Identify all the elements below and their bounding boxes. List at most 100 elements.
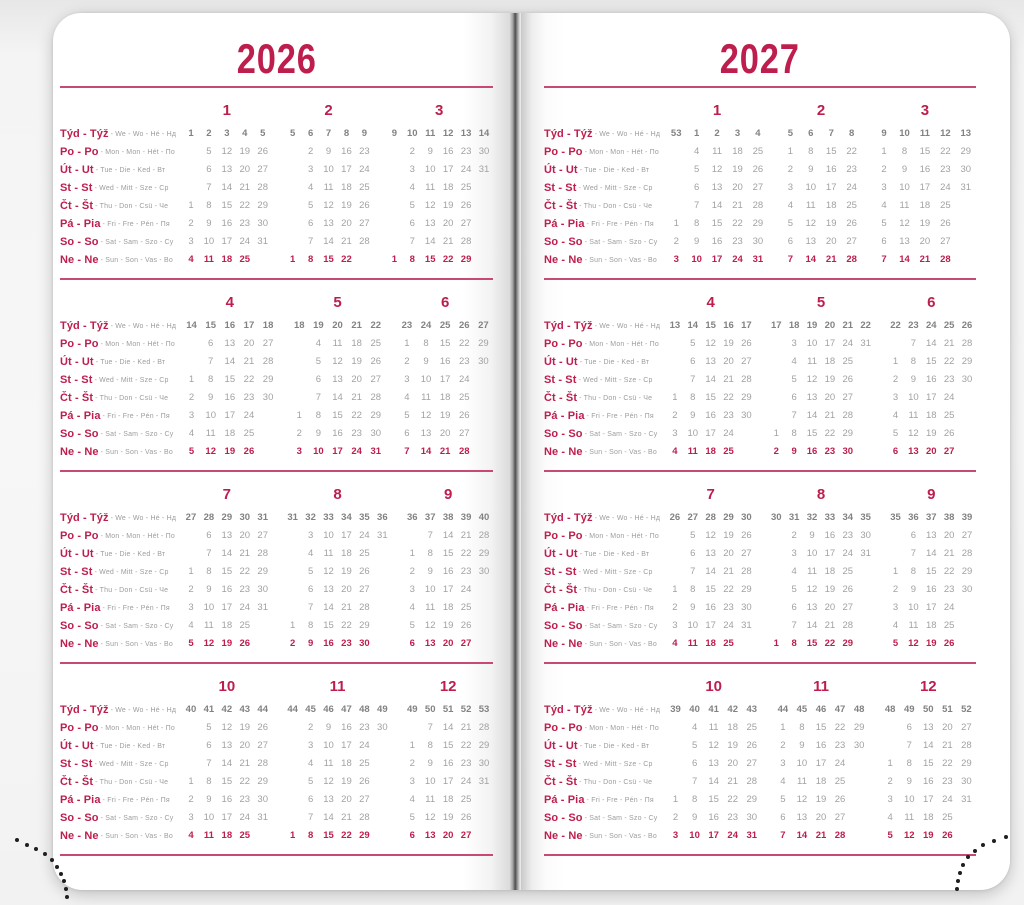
day-cell: 11 [323,548,334,559]
day-cell: 5 [691,740,698,751]
week-number-cell: 11 [919,128,930,139]
day: 2 9 16 23 30 [887,581,976,599]
day-cell: 28 [257,548,268,559]
day-cell: 6 [780,812,786,823]
day-cell: 9 [690,410,696,421]
day-cell: 16 [705,602,716,613]
day-cell: 20 [341,794,352,805]
day-cell: 13 [926,530,937,541]
day-cell: 10 [424,164,436,175]
sunday-cell: 3 [672,830,679,841]
day-cell: 27 [359,218,370,229]
day: 4 11 18 25 [887,407,976,425]
day-label-main: Pá - Pia [60,794,101,806]
day-cell: 15 [221,200,233,211]
day-cell: 14 [323,812,334,823]
week-number: 17 18 19 20 21 22 [767,317,874,335]
day-cell: 7 [307,812,314,823]
week-number-cell: 37 [424,512,436,523]
day: 7 14 21 28 [284,599,392,617]
day-cell: 21 [460,722,472,733]
day-row-label: Ne - Ne - Sun - Son - Vas - Во [544,827,666,845]
week-row-label: Týd - Týž - We - Wo - Hé - Нд [544,509,666,527]
day-cell: 12 [796,794,808,805]
stitch-dot [25,843,29,847]
day-cell: 23 [359,722,370,733]
day-cell: 25 [359,758,370,769]
label-spacer [544,101,666,125]
day-cell: 18 [439,392,451,403]
day-label-translations: - Fri - Fre - Pén - Пя [102,220,170,228]
week-number-cell: 15 [205,320,216,331]
sunday-cell: 11 [203,830,214,841]
day-label-main: Týd - Týž [60,704,109,716]
day: 1 8 15 22 29 [666,215,768,233]
day-cell: 26 [741,530,752,541]
sunday: 4 11 18 25 [666,635,755,653]
week-number-cell: 41 [203,704,215,715]
day-cell: 18 [926,620,937,631]
day-cell: 7 [910,548,917,559]
month-block: 5 17 18 19 20 21 22 3 10 17 24 31 4 11 18 25 5 12 19 26 6 13 2… [767,293,874,461]
week-number: 44 45 46 47 48 49 [284,701,392,719]
day-cell: 16 [341,146,352,157]
day-cell: 20 [727,758,738,769]
day-cell: 26 [460,620,472,631]
day: 6 13 20 27 [182,161,272,179]
day-label-main: Ne - Ne [544,446,583,458]
month-block: 12 49 50 51 52 53 7 14 21 28 1 8 15 22 29 2 9 16 23 30 3 10 17… [403,677,493,845]
day-cell: 3 [409,584,415,595]
sunday-cell: 26 [943,638,955,649]
months-row: 1 1 2 3 4 5 5 12 19 26 6 13 20 27 7 14 21 28 1 8 15 22 29 2 9 16 2… [182,101,493,269]
day-cell: 13 [806,392,818,403]
day-label-translations: - Wed - Mitt - Sze - Ср [578,760,653,768]
day-cell: 6 [206,740,212,751]
day: 4 11 18 25 [666,143,768,161]
sunday-cell: 15 [323,254,334,265]
day: 2 9 16 23 [284,143,374,161]
day-cell: 15 [919,146,931,157]
day-cell: 2 [307,722,314,733]
day-cell: 7 [307,236,314,247]
day-cell: 24 [359,164,370,175]
label-spacer [60,101,182,125]
day-cell: 10 [420,374,432,385]
day: 4 11 18 25 [182,617,272,635]
day-cell: 13 [323,794,334,805]
day-cell: 15 [926,566,937,577]
day-cell: 10 [806,338,818,349]
day-row-label: Čt - Št - Thu - Don - Csü - Че [60,581,182,599]
day-cell: 19 [442,620,454,631]
day-cell: 22 [723,584,734,595]
day-cell: 20 [825,236,837,247]
day-label-main: Čt - Št [544,200,578,212]
week-number-cell: 34 [842,512,854,523]
day-cell: 17 [705,620,716,631]
day-cell: 17 [224,410,236,421]
day: 1 8 15 22 [780,143,862,161]
day: 7 14 21 28 [887,335,976,353]
day-cell: 30 [961,584,973,595]
day-cell: 26 [842,584,854,595]
day-cell: 9 [208,392,214,403]
day-row-label: St - St - Wed - Mitt - Sze - Ср [544,563,666,581]
sunday-cell: 21 [919,254,931,265]
day-label-main: So - So [544,812,583,824]
day: 5 12 19 26 [666,527,755,545]
week-number-cell: 12 [940,128,951,139]
sunday-cell: 5 [892,638,899,649]
day-row-label: Čt - Št - Thu - Don - Csü - Че [544,197,666,215]
week-number-cell: 11 [425,128,436,139]
week-number-cell: 5 [787,128,793,139]
day: 1 8 15 22 29 [767,425,874,443]
day-cell: 14 [442,722,454,733]
sunday-cell: 30 [842,446,854,457]
day-cell: 26 [940,218,951,229]
week-number-cell: 14 [186,320,197,331]
week-number-cell: 27 [185,512,197,523]
week-number-cell: 47 [341,704,352,715]
day-cell: 27 [359,584,370,595]
day-cell: 8 [691,794,698,805]
day-label-translations: - Tue - Die - Ked - Вт [95,550,166,558]
day-row-label: Po - Po - Mon - Mon - Hét - По [544,527,666,545]
